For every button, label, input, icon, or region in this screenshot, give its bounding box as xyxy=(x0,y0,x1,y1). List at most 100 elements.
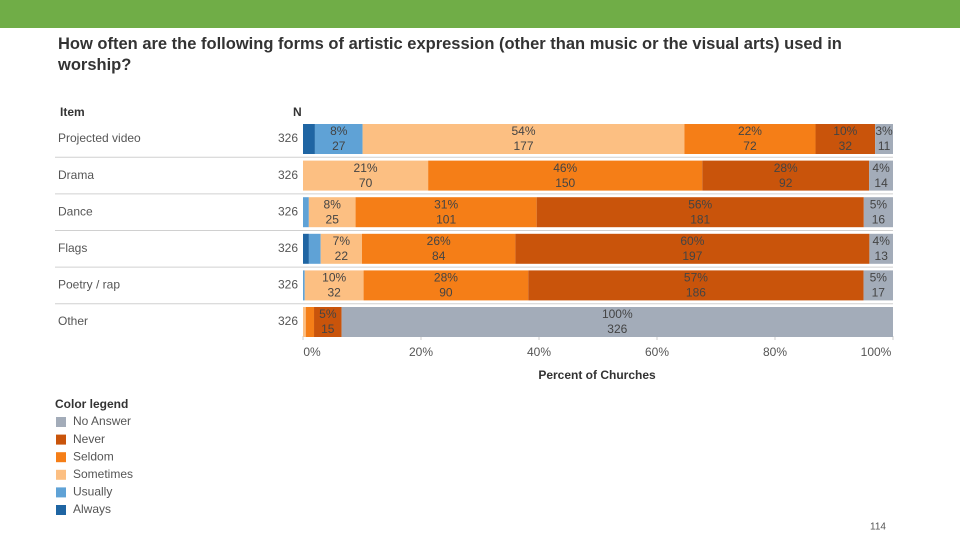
bar-segment xyxy=(303,160,429,191)
item-header: Item xyxy=(60,105,85,119)
bar-segment xyxy=(515,233,870,264)
legend-label: No Answer xyxy=(73,414,131,428)
category-label: Flags xyxy=(58,241,87,255)
count-label: 13 xyxy=(875,249,889,263)
count-label: 326 xyxy=(607,322,627,336)
x-axis-title: Percent of Churches xyxy=(538,368,656,382)
value-label: 28% xyxy=(774,161,798,175)
value-label: 3% xyxy=(875,124,893,138)
bar-segment xyxy=(863,197,893,228)
bar-segment xyxy=(320,233,362,264)
count-label: 14 xyxy=(874,176,888,190)
count-label: 32 xyxy=(327,286,341,300)
value-label: 31% xyxy=(434,197,458,211)
count-label: 22 xyxy=(335,249,349,263)
count-label: 101 xyxy=(436,212,456,226)
bar-segment xyxy=(303,270,305,301)
count-label: 92 xyxy=(779,176,793,190)
bar-segment xyxy=(314,307,342,337)
count-label: 72 xyxy=(743,139,757,153)
value-label: 5% xyxy=(870,197,888,211)
bar-segment xyxy=(362,233,516,264)
bar-segment xyxy=(308,197,356,228)
bar-segment xyxy=(702,160,870,191)
value-label: 4% xyxy=(872,161,890,175)
value-label: 26% xyxy=(427,234,451,248)
bar-segment xyxy=(303,124,315,154)
legend-label: Always xyxy=(73,502,111,516)
count-label: 90 xyxy=(439,286,453,300)
value-label: 10% xyxy=(833,124,857,138)
header-band xyxy=(0,0,960,28)
count-label: 186 xyxy=(686,286,706,300)
value-label: 60% xyxy=(680,234,704,248)
legend-label: Sometimes xyxy=(73,467,133,481)
legend-swatch xyxy=(56,505,66,515)
bar-segment xyxy=(875,124,893,154)
bar-segment xyxy=(815,124,876,154)
x-tick-label: 0% xyxy=(303,345,321,359)
legend-label: Never xyxy=(73,432,105,446)
count-label: 11 xyxy=(878,139,891,153)
category-label: Drama xyxy=(58,168,94,182)
category-label: Poetry / rap xyxy=(58,278,120,292)
legend-swatch xyxy=(56,469,66,480)
bar-segment xyxy=(863,270,893,301)
legend-label: Seldom xyxy=(73,449,114,463)
value-label: 8% xyxy=(330,124,348,138)
bar-segment xyxy=(869,233,893,264)
bar-segment xyxy=(303,233,309,264)
bar-segment xyxy=(303,307,306,337)
value-label: 10% xyxy=(322,271,346,285)
bar-segment xyxy=(428,160,703,191)
legend-title: Color legend xyxy=(55,397,128,411)
n-label: 326 xyxy=(278,278,298,292)
bar-segment xyxy=(305,307,315,337)
value-label: 100% xyxy=(602,307,633,321)
value-label: 21% xyxy=(354,161,378,175)
value-label: 57% xyxy=(684,271,708,285)
bar-segment xyxy=(341,307,893,337)
x-tick-label: 80% xyxy=(763,345,787,359)
count-label: 84 xyxy=(432,249,446,263)
value-label: 5% xyxy=(319,307,337,321)
category-label: Other xyxy=(58,314,88,328)
bar-segment xyxy=(308,233,321,264)
x-tick-label: 40% xyxy=(527,345,551,359)
x-tick-label: 100% xyxy=(861,345,892,359)
bar-segment xyxy=(303,197,309,228)
legend-swatch xyxy=(56,417,66,427)
value-label: 7% xyxy=(333,234,351,248)
count-label: 27 xyxy=(332,139,346,153)
count-label: 17 xyxy=(872,286,886,300)
value-label: 46% xyxy=(553,161,577,175)
value-label: 56% xyxy=(688,197,712,211)
count-label: 181 xyxy=(690,212,710,226)
x-tick-label: 20% xyxy=(409,345,433,359)
category-label: Projected video xyxy=(58,131,141,145)
count-label: 150 xyxy=(555,176,575,190)
legend-swatch xyxy=(56,452,66,463)
bar-segment xyxy=(684,124,816,154)
n-label: 326 xyxy=(278,241,298,255)
n-label: 326 xyxy=(278,131,298,145)
value-label: 54% xyxy=(511,124,535,138)
x-tick-label: 60% xyxy=(645,345,669,359)
bar-segment xyxy=(528,270,864,301)
bar-segment xyxy=(363,270,529,301)
bar-segment xyxy=(355,197,537,228)
legend-swatch xyxy=(56,487,66,498)
value-label: 5% xyxy=(870,271,888,285)
bar-segment xyxy=(362,124,685,154)
count-label: 70 xyxy=(359,176,373,190)
n-label: 326 xyxy=(278,314,298,328)
bar-segment xyxy=(869,160,893,191)
n-label: 326 xyxy=(278,204,298,218)
value-label: 28% xyxy=(434,271,458,285)
count-label: 16 xyxy=(872,212,886,226)
n-label: 326 xyxy=(278,168,298,182)
bar-segment xyxy=(304,270,364,301)
count-label: 197 xyxy=(682,249,702,263)
count-label: 32 xyxy=(839,139,853,153)
